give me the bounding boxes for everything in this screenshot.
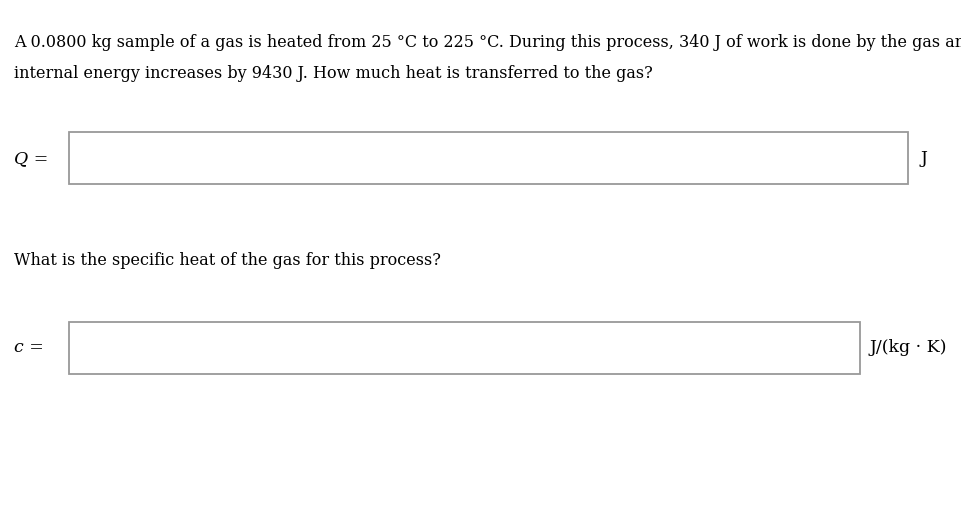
FancyBboxPatch shape — [69, 132, 908, 184]
Text: internal energy increases by 9430 J. How much heat is transferred to the gas?: internal energy increases by 9430 J. How… — [14, 65, 653, 82]
Text: c =: c = — [14, 339, 44, 356]
FancyBboxPatch shape — [69, 322, 860, 374]
Text: A 0.0800 kg sample of a gas is heated from 25 °C to 225 °C. During this process,: A 0.0800 kg sample of a gas is heated fr… — [14, 34, 961, 51]
Text: What is the specific heat of the gas for this process?: What is the specific heat of the gas for… — [14, 252, 441, 269]
Text: J: J — [921, 150, 927, 167]
Text: Q =: Q = — [14, 150, 49, 167]
Text: J/(kg · K): J/(kg · K) — [870, 339, 948, 356]
